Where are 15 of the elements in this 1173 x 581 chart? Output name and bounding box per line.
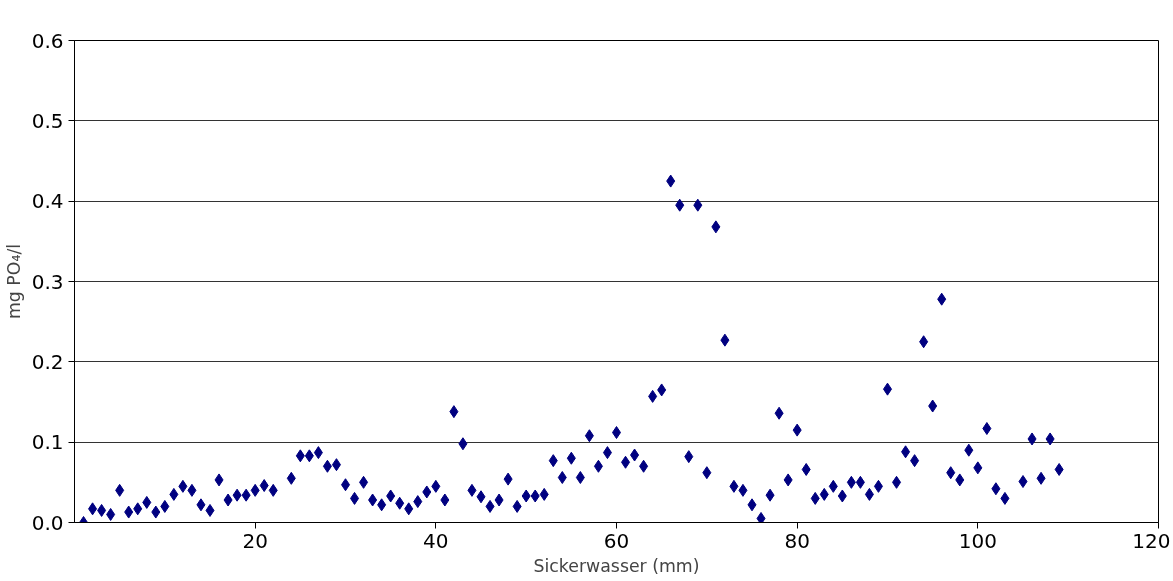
x-tick-label: 120 [1132, 528, 1171, 553]
y-tick-label: 0.5 [31, 108, 64, 133]
x-tick-label: 40 [423, 528, 449, 553]
x-tick-label: 100 [958, 528, 997, 553]
y-tick-label: 0.1 [31, 430, 64, 455]
x-tick-label: 20 [242, 528, 268, 553]
y-tick-label: 0.2 [31, 349, 64, 374]
y-tick-label: 0.4 [31, 189, 64, 214]
y-tick-label: 0.3 [31, 269, 64, 294]
x-tick-label: 80 [784, 528, 810, 553]
x-tick-label: 60 [603, 528, 630, 553]
x-axis-title: Sickerwasser (mm) [533, 555, 700, 576]
y-tick-label: 0.6 [31, 28, 64, 53]
y-tick-label: 0.0 [31, 510, 64, 535]
y-axis-title: mg PO₄/l [3, 243, 24, 320]
